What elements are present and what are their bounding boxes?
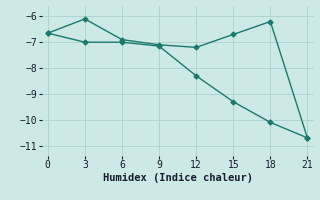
X-axis label: Humidex (Indice chaleur): Humidex (Indice chaleur) bbox=[103, 173, 252, 183]
